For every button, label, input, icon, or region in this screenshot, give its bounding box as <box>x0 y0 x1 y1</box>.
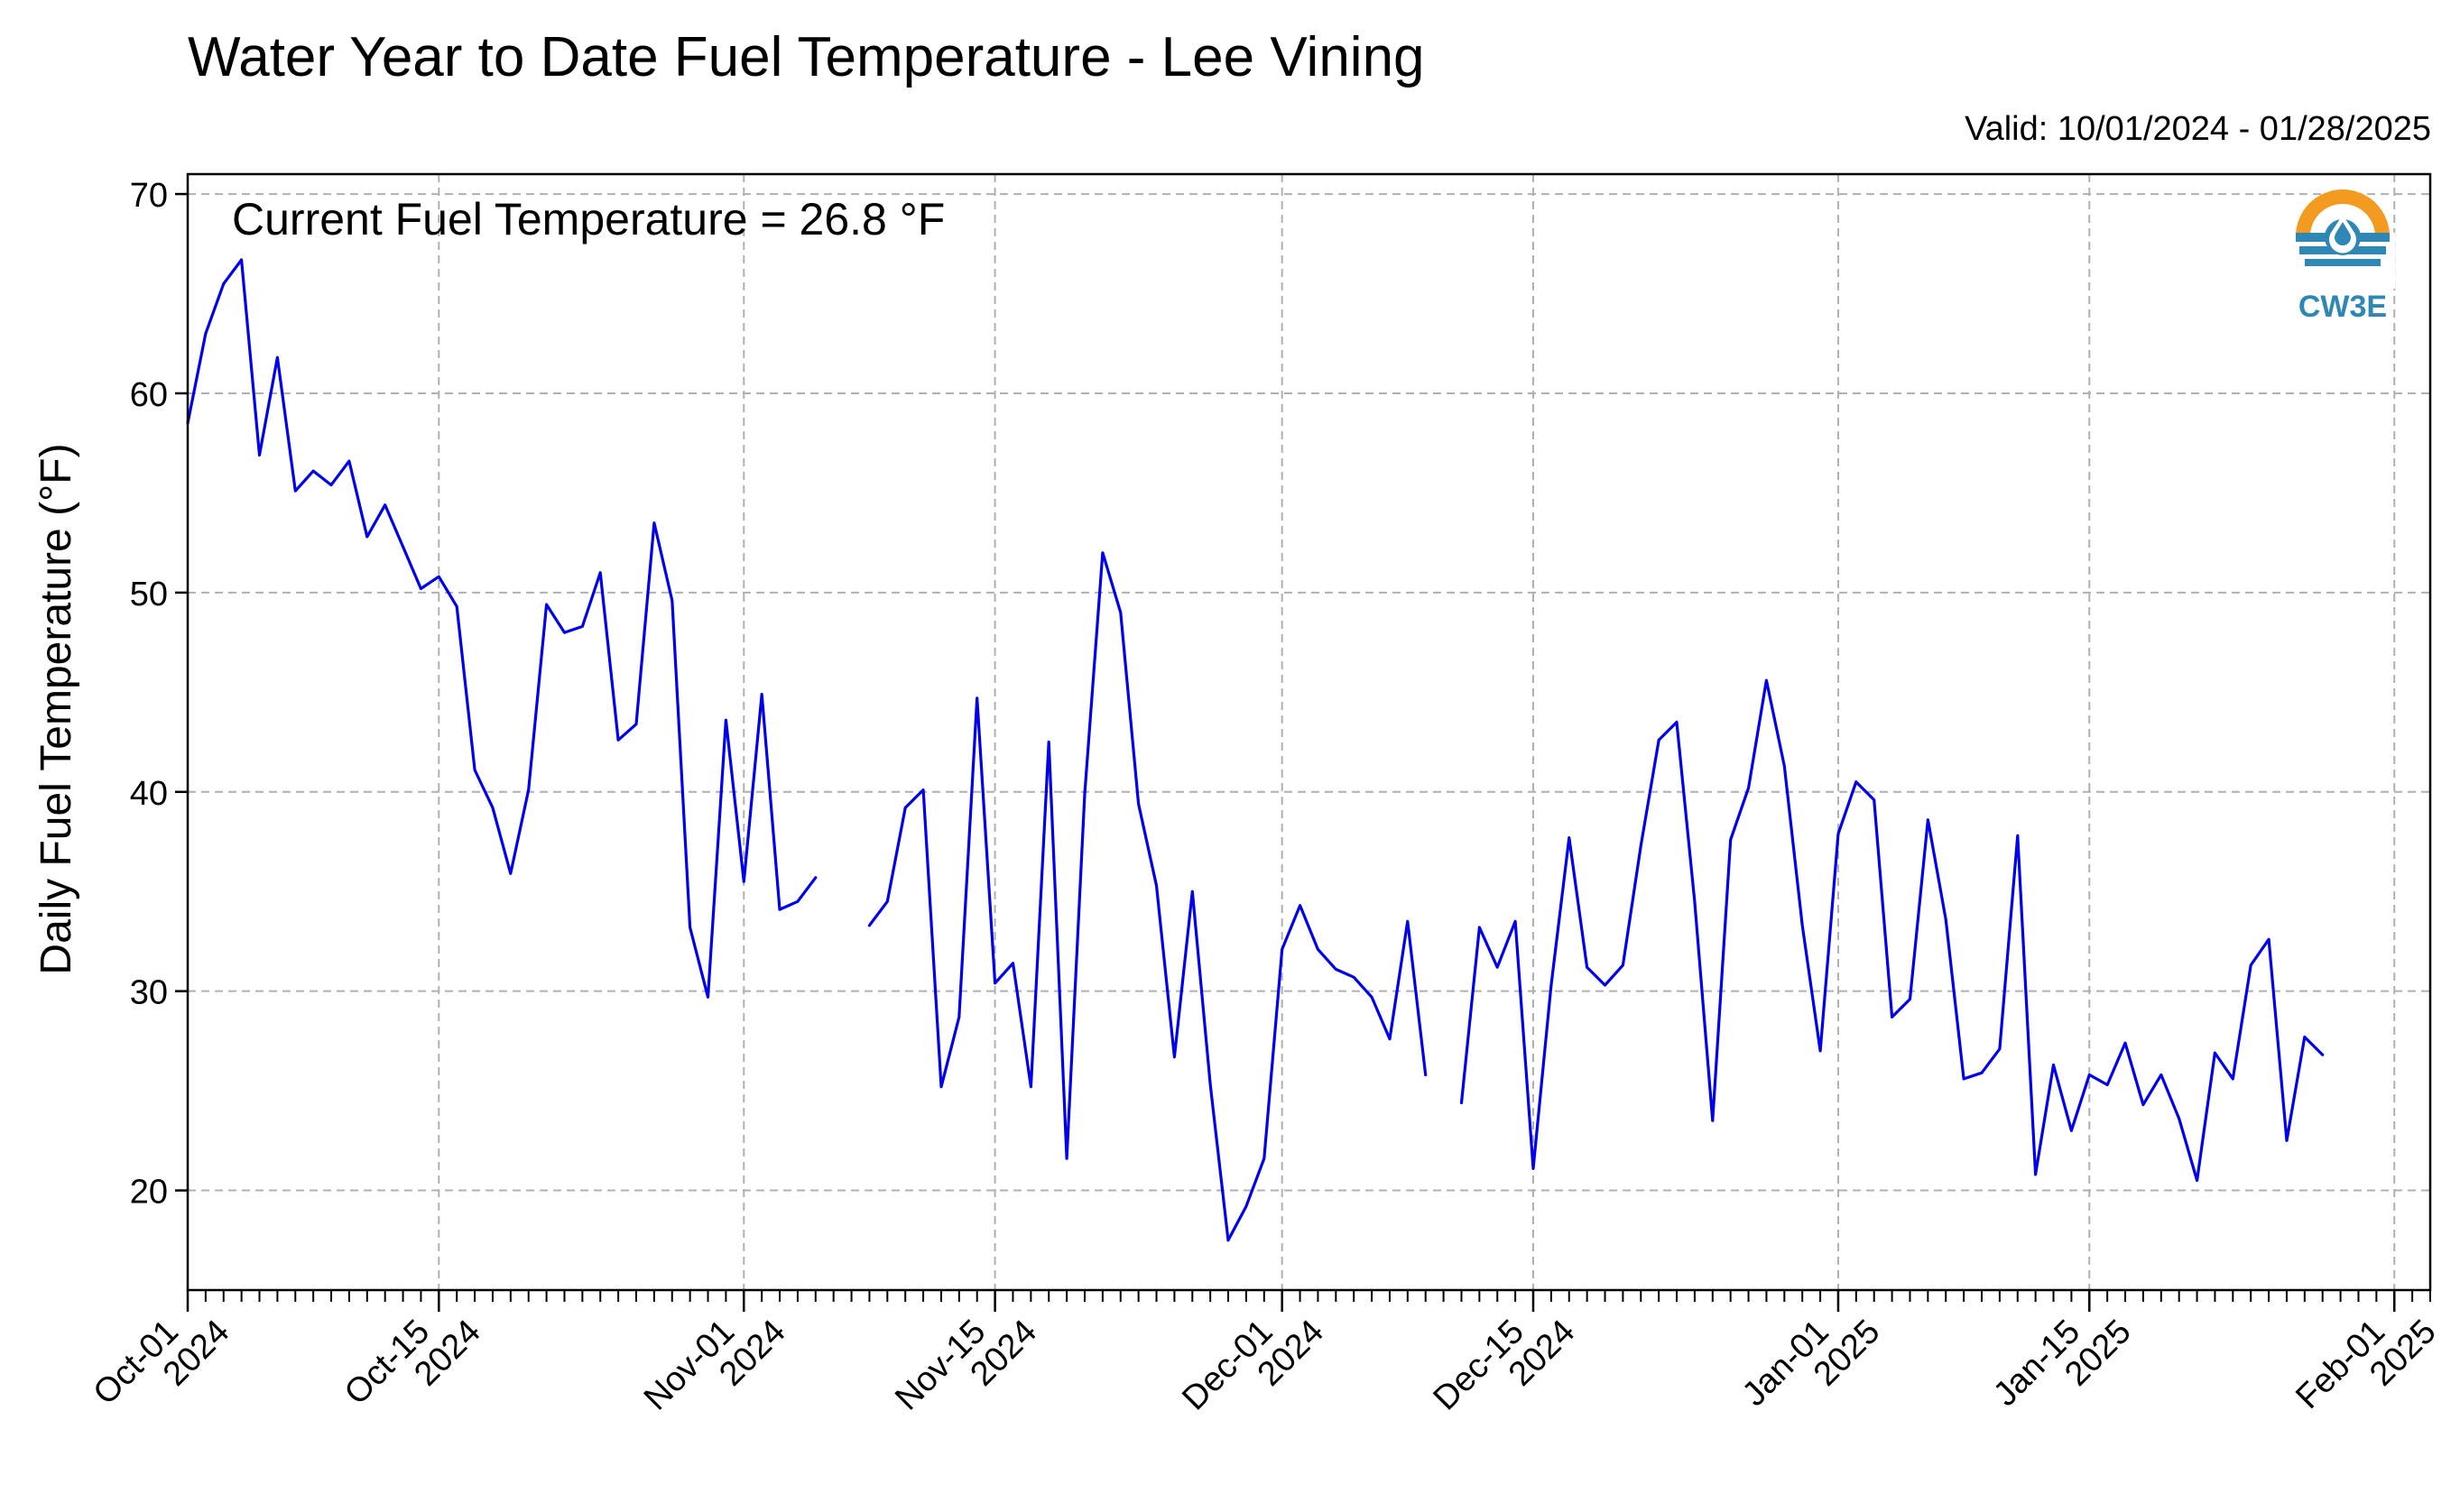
y-tick-label: 70 <box>130 177 168 215</box>
axis-ticks <box>175 192 2431 1312</box>
cw3e-logo-icon: CW3E <box>2290 189 2395 324</box>
chart-title: Water Year to Date Fuel Temperature - Le… <box>188 26 1425 88</box>
y-axis-tick-labels: 20 30 40 50 60 70 <box>130 177 168 1211</box>
valid-date-range: Valid: 10/01/2024 - 01/28/2025 <box>1965 110 2431 148</box>
grid-lines <box>188 174 2430 1290</box>
y-tick-label: 30 <box>130 974 168 1012</box>
plot-frame <box>186 172 2432 1292</box>
y-axis-label: Daily Fuel Temperature (°F) <box>32 443 80 974</box>
y-tick-label: 50 <box>130 576 168 613</box>
fuel-temperature-series-line <box>186 258 2325 1242</box>
logo-text: CW3E <box>2298 290 2387 324</box>
y-tick-label: 20 <box>130 1174 168 1212</box>
y-tick-label: 40 <box>130 775 168 813</box>
y-tick-label: 60 <box>130 376 168 414</box>
current-fuel-temperature-annotation: Current Fuel Temperature = 26.8 °F <box>232 194 945 244</box>
